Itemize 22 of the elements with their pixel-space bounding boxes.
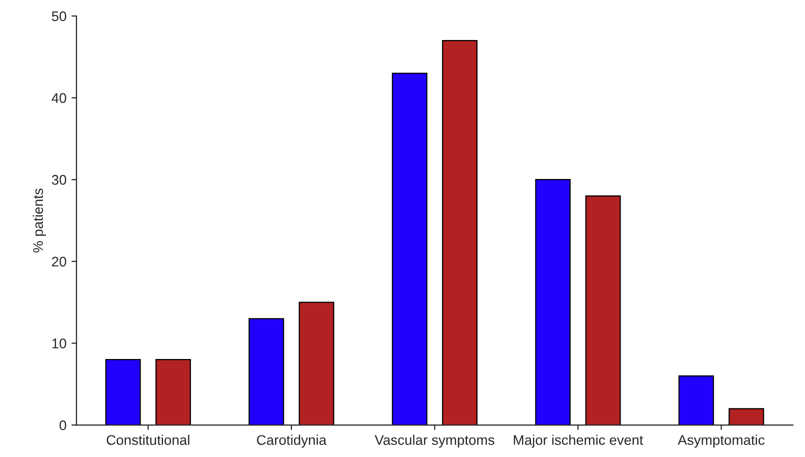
bar xyxy=(728,408,764,426)
bar xyxy=(248,318,284,426)
bar xyxy=(442,40,478,426)
y-tick-label: 50 xyxy=(52,11,66,22)
bar xyxy=(585,195,621,426)
x-tick-label: Major ischemic event xyxy=(514,434,644,448)
bar xyxy=(678,375,714,426)
bar xyxy=(105,359,141,426)
bar xyxy=(298,302,334,426)
y-tick-label: 20 xyxy=(52,256,66,267)
bar xyxy=(392,72,428,426)
y-axis-title: % patients xyxy=(32,188,46,252)
x-tick-label: Carotidynia xyxy=(256,434,327,448)
bar xyxy=(535,179,571,426)
bar xyxy=(155,359,191,426)
x-tick-label: Vascular symptoms xyxy=(374,434,494,448)
x-tick-label: Constitutional xyxy=(106,434,190,445)
y-tick-label: 30 xyxy=(52,174,66,185)
y-tick-label: 0 xyxy=(60,420,66,430)
x-tick-label: Asymptomatic xyxy=(678,434,765,448)
y-tick-label: 10 xyxy=(52,338,66,348)
y-tick-label: 40 xyxy=(52,93,66,103)
